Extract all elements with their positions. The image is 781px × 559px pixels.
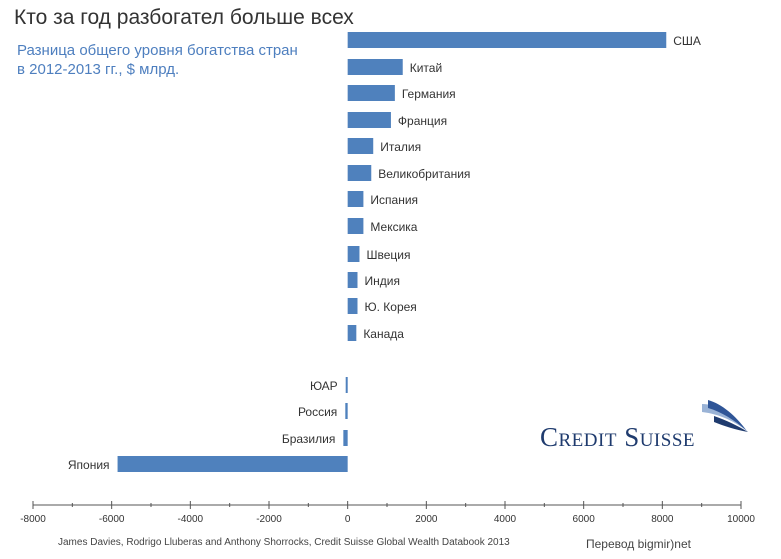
x-tick-label: -8000 [20, 514, 46, 525]
bar [347, 272, 358, 288]
category-label: Индия [365, 274, 400, 288]
category-label: Бразилия [282, 432, 336, 446]
bar [347, 165, 372, 181]
category-label: Япония [68, 458, 110, 472]
bar [347, 59, 403, 75]
category-label: Испания [370, 193, 418, 207]
bar [347, 325, 357, 341]
bar [347, 191, 364, 207]
x-tick-label: 2000 [415, 514, 438, 525]
credit-suisse-logo: Credit Suisse [536, 400, 750, 456]
bar [347, 112, 391, 128]
bar [347, 298, 358, 314]
bar [117, 456, 348, 472]
x-tick-label: 6000 [573, 514, 596, 525]
x-tick-label: -6000 [99, 514, 125, 525]
category-label: Мексика [370, 220, 417, 234]
category-label: Швеция [366, 248, 410, 262]
category-label: Германия [402, 87, 456, 101]
bar [347, 138, 374, 154]
credit-note: Перевод bigmir)net [586, 537, 691, 551]
x-tick-label: -4000 [178, 514, 204, 525]
category-label: Россия [298, 405, 337, 419]
category-label: Франция [398, 114, 447, 128]
category-label: Китай [410, 61, 442, 75]
logo-text: Credit Suisse [540, 422, 695, 452]
x-tick-label: 10000 [727, 514, 755, 525]
bar [347, 246, 360, 262]
bar [347, 218, 364, 234]
category-label: США [673, 34, 701, 48]
x-tick-label: 0 [345, 514, 351, 525]
category-label: Канада [363, 327, 404, 341]
chart-subtitle: Разница общего уровня богатства стран в … [17, 41, 298, 79]
bar [347, 32, 667, 48]
category-label: ЮАР [310, 379, 338, 393]
bar [347, 85, 395, 101]
category-label: Великобритания [378, 167, 470, 181]
subtitle-line-1: Разница общего уровня богатства стран [17, 42, 298, 59]
chart-title: Кто за год разбогател больше всех [14, 6, 354, 29]
sails-icon [702, 400, 748, 432]
x-tick-label: 8000 [651, 514, 674, 525]
category-label: Ю. Корея [365, 300, 417, 314]
x-tick-label: 4000 [494, 514, 517, 525]
source-note: James Davies, Rodrigo Lluberas and Antho… [58, 537, 510, 548]
subtitle-line-2: в 2012-2013 гг., $ млрд. [17, 61, 180, 78]
x-tick-label: -2000 [256, 514, 282, 525]
bar [343, 430, 348, 446]
category-label: Италия [380, 140, 421, 154]
bar [345, 377, 348, 393]
bar [345, 403, 348, 419]
